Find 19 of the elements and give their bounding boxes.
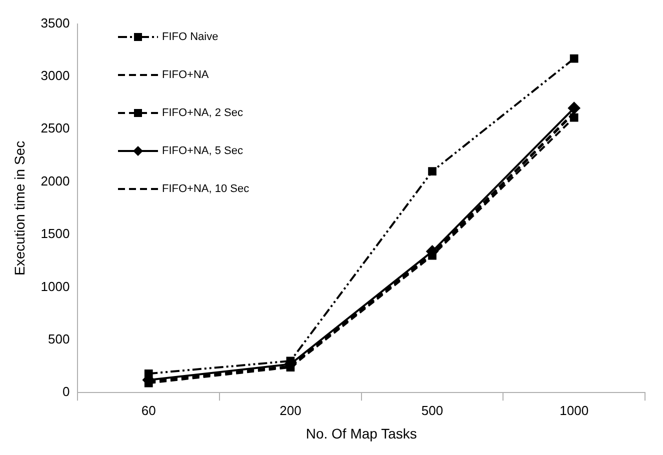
y-tick-label: 3500 bbox=[40, 15, 70, 30]
y-tick-label: 3000 bbox=[40, 68, 70, 84]
legend-label: FIFO+NA, 5 Sec bbox=[162, 145, 243, 157]
x-axis-title: No. Of Map Tasks bbox=[306, 425, 417, 442]
legend-label: FIFO+NA, 2 Sec bbox=[162, 107, 243, 119]
x-tick-label: 200 bbox=[280, 402, 302, 418]
y-tick-label: 1500 bbox=[40, 226, 70, 242]
x-tick-label: 60 bbox=[141, 402, 156, 418]
y-tick-label: 0 bbox=[62, 384, 70, 400]
legend-label: FIFO+NA bbox=[162, 69, 209, 81]
x-tick-label: 500 bbox=[421, 402, 444, 418]
y-tick-label: 2000 bbox=[40, 173, 70, 188]
y-tick-label: 2500 bbox=[40, 120, 70, 136]
legend-label: FIFO+NA, 10 Sec bbox=[162, 183, 250, 195]
y-tick-label: 1000 bbox=[40, 278, 70, 294]
y-axis-title: Execution time in Sec bbox=[11, 140, 28, 276]
x-tick-label: 1000 bbox=[560, 402, 589, 418]
y-tick-label: 500 bbox=[48, 331, 70, 346]
legend-label: FIFO Naive bbox=[162, 31, 218, 43]
